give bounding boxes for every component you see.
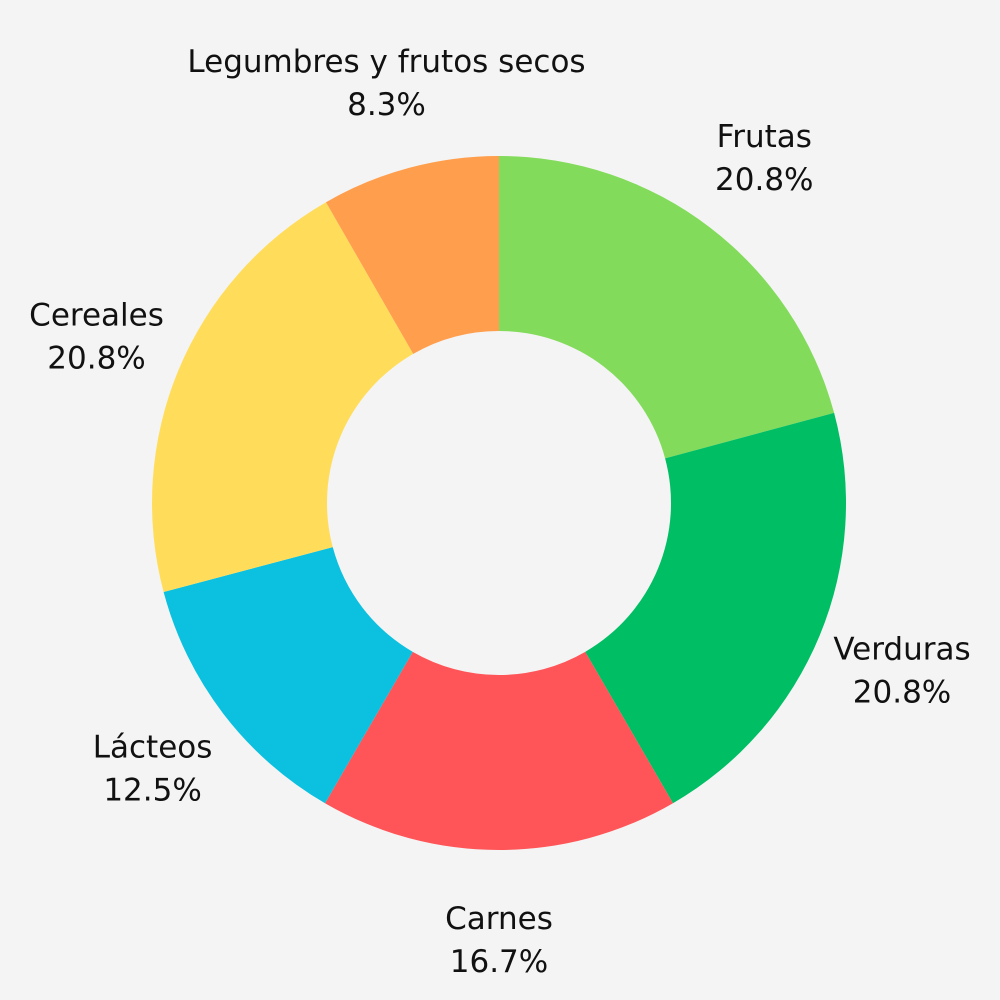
slice-labels: Frutas 20.8% Verduras 20.8% Carnes 16.7% Lácte… [29, 44, 970, 980]
donut-slices [152, 156, 846, 850]
slice-lacteos [163, 547, 413, 804]
slice-label-carnes: Carnes 16.7% [445, 901, 553, 980]
slice-label-frutas: Frutas 20.8% [715, 119, 813, 198]
slice-label-legumbres-y-frutos-secos: Legumbres y frutos secos 8.3% [187, 44, 585, 123]
slice-carnes [325, 651, 673, 850]
slice-frutas [499, 156, 835, 459]
slice-label-cereales: Cereales 20.8% [29, 297, 164, 376]
slice-verduras [585, 412, 846, 804]
slice-label-verduras: Verduras 20.8% [833, 631, 970, 710]
slice-label-lacteos: Lácteos 12.5% [93, 730, 213, 809]
slice-cereales [152, 202, 414, 593]
slice-legumbres-y-frutos-secos [325, 156, 499, 354]
